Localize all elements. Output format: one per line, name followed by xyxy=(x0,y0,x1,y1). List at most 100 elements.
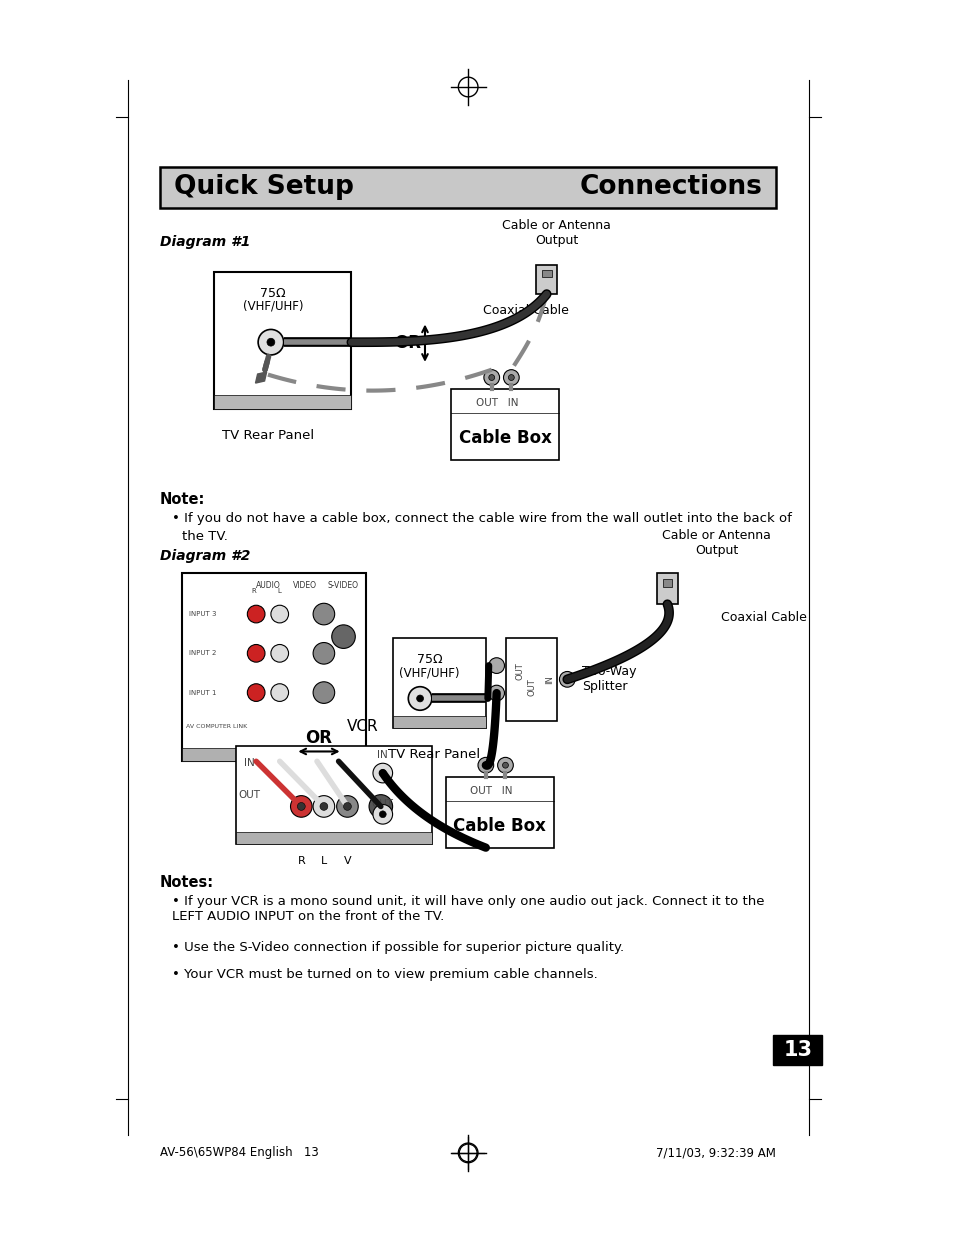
Bar xyxy=(773,1035,821,1065)
Circle shape xyxy=(558,672,575,687)
Text: V: V xyxy=(343,856,351,866)
Text: R: R xyxy=(297,856,305,866)
Circle shape xyxy=(508,374,514,380)
Text: IN: IN xyxy=(544,674,554,684)
Text: 13: 13 xyxy=(782,1040,812,1060)
Text: (VHF/UHF): (VHF/UHF) xyxy=(242,299,303,312)
Circle shape xyxy=(267,338,274,346)
Text: Two-Way
Splitter: Two-Way Splitter xyxy=(581,666,636,693)
Text: 75Ω: 75Ω xyxy=(416,653,442,666)
Text: Quick Setup: Quick Setup xyxy=(173,174,354,200)
Text: VIDEO: VIDEO xyxy=(293,580,317,589)
Circle shape xyxy=(379,811,386,818)
Circle shape xyxy=(488,374,495,380)
Bar xyxy=(235,832,432,844)
Bar xyxy=(160,167,776,207)
Circle shape xyxy=(503,369,518,385)
Bar xyxy=(181,573,366,761)
Text: OUT   IN: OUT IN xyxy=(476,398,518,408)
Circle shape xyxy=(313,642,335,664)
Text: Cable or Antenna
Output: Cable or Antenna Output xyxy=(661,529,770,557)
Text: TV Rear Panel: TV Rear Panel xyxy=(388,747,480,761)
Circle shape xyxy=(477,757,493,773)
Bar xyxy=(451,389,558,459)
Circle shape xyxy=(271,605,288,622)
Circle shape xyxy=(319,803,328,810)
Text: Coaxial Cable: Coaxial Cable xyxy=(482,304,568,317)
Text: INPUT 1: INPUT 1 xyxy=(190,689,216,695)
Text: Cable Box: Cable Box xyxy=(458,430,552,447)
Text: AV-56\65WP84 English   13: AV-56\65WP84 English 13 xyxy=(160,1146,318,1160)
Text: OUT   IN: OUT IN xyxy=(470,785,513,795)
Circle shape xyxy=(247,645,265,662)
Text: • Use the S-Video connection if possible for superior picture quality.: • Use the S-Video connection if possible… xyxy=(172,941,623,953)
Bar xyxy=(536,264,557,294)
Text: Notes:: Notes: xyxy=(160,876,213,890)
Text: • If you do not have a cable box, connect the cable wire from the wall outlet in: • If you do not have a cable box, connec… xyxy=(172,513,791,525)
Circle shape xyxy=(488,658,504,673)
Circle shape xyxy=(297,803,305,810)
Text: Connections: Connections xyxy=(579,174,761,200)
Text: AUDIO: AUDIO xyxy=(255,580,280,589)
Circle shape xyxy=(332,625,355,648)
Bar xyxy=(181,747,366,761)
Bar xyxy=(213,395,351,409)
Circle shape xyxy=(271,684,288,701)
Circle shape xyxy=(373,763,393,783)
Circle shape xyxy=(497,757,513,773)
Bar xyxy=(506,637,557,721)
Text: INPUT 2: INPUT 2 xyxy=(190,651,216,656)
Circle shape xyxy=(336,795,358,818)
Circle shape xyxy=(313,795,335,818)
Bar xyxy=(235,746,432,844)
Text: • If your VCR is a mono sound unit, it will have only one audio out jack. Connec: • If your VCR is a mono sound unit, it w… xyxy=(172,895,763,923)
Text: Diagram #2: Diagram #2 xyxy=(160,550,250,563)
Text: INPUT 3: INPUT 3 xyxy=(190,611,216,618)
Bar xyxy=(213,272,351,409)
Text: L: L xyxy=(277,588,281,594)
Circle shape xyxy=(408,687,432,710)
Text: the TV.: the TV. xyxy=(181,530,227,542)
Circle shape xyxy=(313,603,335,625)
Text: Coaxial Cable: Coaxial Cable xyxy=(720,611,806,625)
Bar xyxy=(661,579,672,587)
Bar xyxy=(393,637,485,727)
Circle shape xyxy=(247,684,265,701)
Text: TV Rear Panel: TV Rear Panel xyxy=(222,429,314,442)
Text: OR: OR xyxy=(305,729,333,747)
Text: OUT: OUT xyxy=(372,799,394,809)
Text: S-VIDEO: S-VIDEO xyxy=(327,580,357,589)
Circle shape xyxy=(502,762,508,768)
Circle shape xyxy=(258,330,283,354)
Text: VCR: VCR xyxy=(347,719,378,734)
Bar xyxy=(541,269,551,278)
Text: OR: OR xyxy=(394,335,420,352)
Text: IN: IN xyxy=(244,758,254,768)
Text: Diagram #1: Diagram #1 xyxy=(160,235,250,249)
Circle shape xyxy=(369,794,393,819)
Text: 7/11/03, 9:32:39 AM: 7/11/03, 9:32:39 AM xyxy=(655,1146,775,1160)
Circle shape xyxy=(482,762,488,768)
Text: IN: IN xyxy=(377,751,388,761)
Text: Cable or Antenna
Output: Cable or Antenna Output xyxy=(501,219,610,247)
Bar xyxy=(393,716,485,727)
Circle shape xyxy=(291,795,312,818)
Text: OUT: OUT xyxy=(238,789,260,799)
Circle shape xyxy=(483,369,499,385)
Text: R: R xyxy=(252,588,256,594)
Text: Cable Box: Cable Box xyxy=(453,818,545,835)
Bar xyxy=(656,573,678,604)
Bar xyxy=(445,777,553,847)
Text: (VHF/UHF): (VHF/UHF) xyxy=(398,667,459,679)
Text: AV COMPUTER LINK: AV COMPUTER LINK xyxy=(186,725,248,730)
Text: OUT: OUT xyxy=(527,678,536,697)
Circle shape xyxy=(247,605,265,622)
Circle shape xyxy=(379,769,386,777)
Text: 75Ω: 75Ω xyxy=(260,287,285,300)
Text: • Your VCR must be turned on to view premium cable channels.: • Your VCR must be turned on to view pre… xyxy=(172,968,597,982)
Circle shape xyxy=(416,695,423,701)
Circle shape xyxy=(271,645,288,662)
Text: Note:: Note: xyxy=(160,493,205,508)
Polygon shape xyxy=(255,372,266,383)
Text: L: L xyxy=(320,856,327,866)
